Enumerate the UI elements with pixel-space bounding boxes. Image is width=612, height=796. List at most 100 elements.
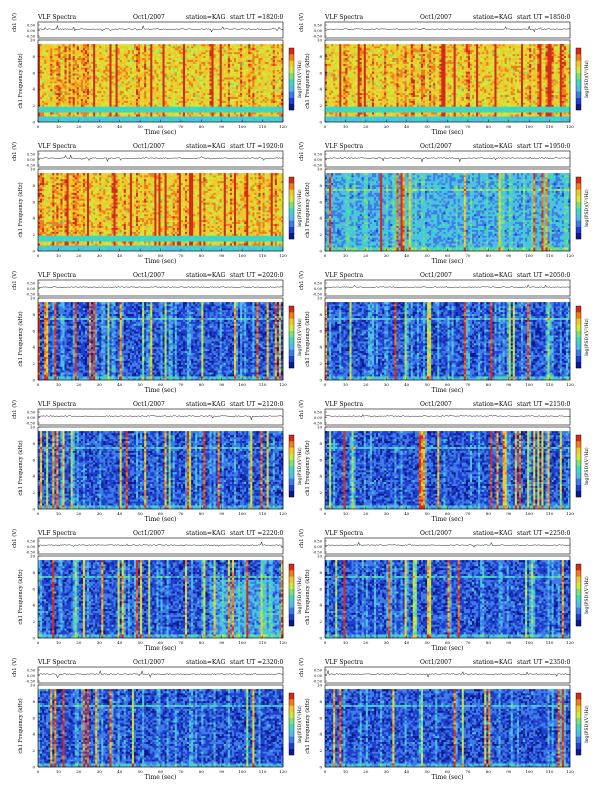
- x-tick-label: 30: [384, 253, 390, 258]
- x-tick-label: 120: [279, 511, 287, 516]
- x-tick-label: 10: [56, 382, 62, 387]
- x-tick-label: 0: [37, 124, 40, 129]
- x-tick-label: 120: [566, 640, 574, 645]
- x-tick-label: 120: [566, 253, 574, 258]
- x-tick-label: 50: [138, 382, 144, 387]
- y-tick-label: 8: [319, 54, 322, 59]
- y-tick-label: 4: [32, 345, 35, 350]
- y-tick-label: 2: [319, 619, 322, 624]
- x-tick-label: 40: [117, 769, 123, 774]
- x-tick-label: 0: [324, 769, 327, 774]
- x-tick-label: 90: [219, 124, 225, 129]
- x-axis-label: Time (sec): [432, 516, 464, 523]
- y-tick-label: 2: [319, 103, 322, 108]
- trace-tick-label: 0.00: [314, 416, 323, 420]
- x-axis-label: Time (sec): [145, 387, 177, 394]
- x-tick-label: 20: [363, 382, 369, 387]
- x-tick-label: 30: [384, 511, 390, 516]
- y-axis-label: ch1 Frequency (kHz): [304, 53, 311, 108]
- panel-header-start: start UT =1950:0: [517, 143, 571, 150]
- spectrogram-cells: [38, 302, 283, 380]
- panel-header-date: Oct1/2007: [420, 401, 452, 408]
- panel-header-date: Oct1/2007: [133, 659, 165, 666]
- x-tick-label: 30: [384, 382, 390, 387]
- x-tick-label: 20: [76, 640, 82, 645]
- spectrogram-cells: [38, 689, 283, 767]
- x-tick-label: 110: [259, 640, 267, 645]
- x-tick-label: 50: [425, 382, 431, 387]
- trace-tick-label: 0.00: [27, 158, 36, 162]
- panel-header-date: Oct1/2007: [133, 530, 165, 537]
- y-tick-label: 8: [32, 312, 35, 317]
- panel-header-start: start UT =2050:0: [517, 272, 571, 279]
- panel-header-station: station=KAG: [473, 401, 512, 408]
- y-axis-label: ch1 Frequency (kHz): [17, 311, 24, 366]
- x-tick-label: 90: [506, 769, 512, 774]
- trace-line: [325, 285, 570, 288]
- colorbar: [289, 435, 294, 497]
- x-tick-label: 80: [486, 511, 492, 516]
- y-tick-label: 2: [32, 748, 35, 753]
- panel-header-date: Oct1/2007: [133, 401, 165, 408]
- trace-tick-label: 0.50: [314, 24, 323, 28]
- panel-header-station: station=KAG: [186, 659, 225, 666]
- panel-header-title: VLF Spectra: [37, 401, 77, 408]
- panel-header-start: start UT =2250:0: [517, 530, 571, 537]
- trace-ylabel: ch1 (V): [298, 13, 305, 32]
- spectrogram-cells: [325, 173, 570, 251]
- panel-header-station: station=KAG: [186, 14, 225, 21]
- x-tick-label: 90: [219, 511, 225, 516]
- panel-header-start: start UT =2320:0: [230, 659, 284, 666]
- x-tick-label: 40: [404, 640, 410, 645]
- trace-ylabel: ch1 (V): [11, 271, 18, 290]
- x-tick-label: 0: [324, 253, 327, 258]
- x-tick-label: 100: [525, 253, 533, 258]
- x-tick-label: 10: [343, 124, 349, 129]
- x-tick-label: 30: [97, 640, 103, 645]
- panel-header-title: VLF Spectra: [37, 143, 77, 150]
- trace-axes: [325, 151, 570, 167]
- x-axis-label: Time (sec): [432, 645, 464, 652]
- x-tick-label: 50: [425, 124, 431, 129]
- trace-tick-label: 0.50: [314, 669, 323, 673]
- colorbar-label: log(PSD)(V²/Hz): [296, 576, 303, 614]
- panel-header-start: start UT =1850:0: [517, 14, 571, 21]
- y-tick-label: 8: [319, 312, 322, 317]
- x-tick-label: 50: [138, 124, 144, 129]
- spectrogram-cells: [38, 44, 283, 122]
- spectrogram-cells: [38, 431, 283, 509]
- trace-tick-label: 0.00: [27, 545, 36, 549]
- x-tick-label: 10: [56, 511, 62, 516]
- y-tick-label: 6: [319, 586, 322, 591]
- y-tick-label: 4: [32, 603, 35, 608]
- y-tick-label: 2: [32, 232, 35, 237]
- x-tick-label: 80: [486, 640, 492, 645]
- y-tick-label: 4: [319, 732, 322, 737]
- panel-header-station: station=KAG: [473, 659, 512, 666]
- y-axis-label: ch1 Frequency (kHz): [304, 569, 311, 624]
- x-tick-label: 120: [566, 382, 574, 387]
- x-tick-label: 110: [546, 124, 554, 129]
- trace-axes: [38, 409, 283, 425]
- y-axis-label: ch1 Frequency (kHz): [17, 569, 24, 624]
- x-tick-label: 30: [97, 124, 103, 129]
- y-tick-label: 4: [32, 216, 35, 221]
- x-tick-label: 120: [279, 124, 287, 129]
- x-tick-label: 80: [199, 253, 205, 258]
- panel-header-title: VLF Spectra: [324, 530, 364, 537]
- x-tick-label: 40: [117, 253, 123, 258]
- trace-ylabel: ch1 (V): [11, 529, 18, 548]
- y-tick-label: 6: [319, 70, 322, 75]
- x-tick-label: 90: [506, 382, 512, 387]
- trace-tick-label: 0.00: [27, 287, 36, 291]
- colorbar: [289, 177, 294, 239]
- x-tick-label: 90: [219, 640, 225, 645]
- x-tick-label: 80: [199, 511, 205, 516]
- y-tick-label: 2: [32, 103, 35, 108]
- x-axis-label: Time (sec): [145, 774, 177, 781]
- x-tick-label: 70: [465, 640, 471, 645]
